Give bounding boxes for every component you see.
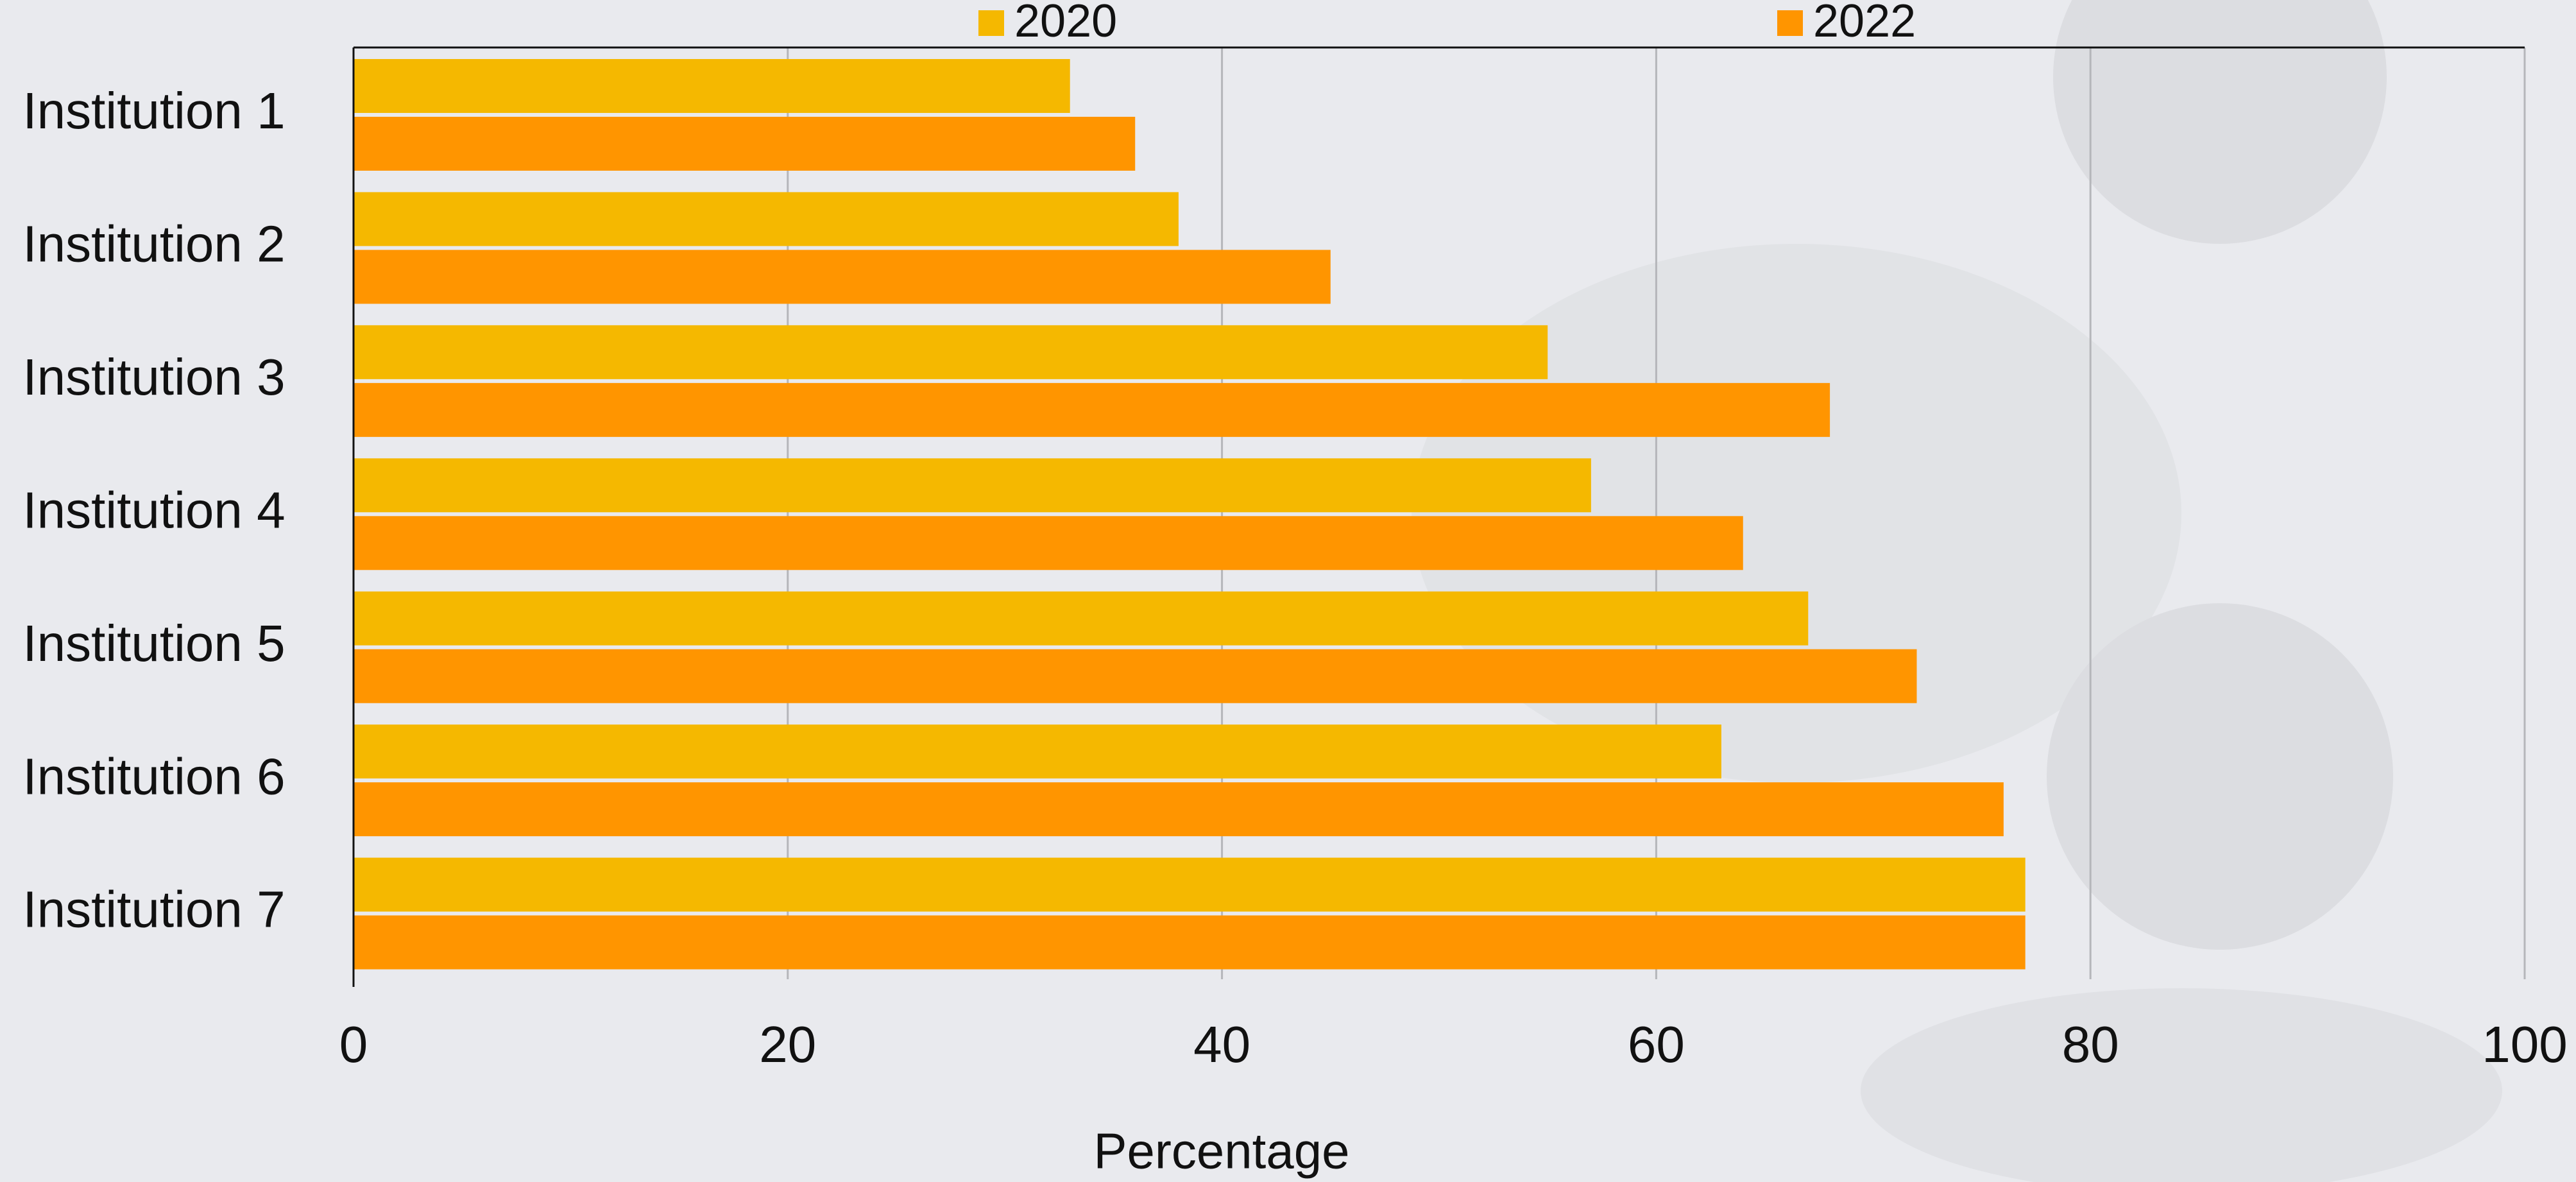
bar <box>354 649 1917 703</box>
bar <box>354 59 1070 113</box>
y-tick-label: Institution 1 <box>22 82 285 139</box>
x-tick-label: 80 <box>2062 1016 2119 1073</box>
y-tick-label: Institution 4 <box>22 481 285 538</box>
bar <box>354 591 1809 646</box>
y-tick-label: Institution 2 <box>22 216 285 273</box>
bar <box>354 782 2004 837</box>
y-tick-label: Institution 7 <box>22 881 285 938</box>
bar <box>354 325 1548 379</box>
bar <box>354 915 2026 970</box>
bar <box>354 250 1331 304</box>
y-tick-label: Institution 5 <box>22 615 285 672</box>
y-tick-label: Institution 6 <box>22 748 285 805</box>
x-tick-label: 0 <box>339 1016 368 1073</box>
bar <box>354 724 1721 779</box>
y-tick-label: Institution 3 <box>22 348 285 406</box>
legend-swatch <box>978 10 1004 36</box>
legend-label: 2020 <box>1014 0 1117 47</box>
x-tick-label: 20 <box>759 1016 816 1073</box>
x-tick-label: 60 <box>1628 1016 1685 1073</box>
bar <box>354 192 1179 246</box>
x-tick-label: 100 <box>2482 1016 2567 1073</box>
bar <box>354 857 2026 912</box>
bar <box>354 382 1830 437</box>
x-tick-label: 40 <box>1193 1016 1250 1073</box>
bar <box>354 516 1743 570</box>
watermark <box>1412 0 2502 1182</box>
bar <box>354 458 1591 513</box>
legend-swatch <box>1777 10 1803 36</box>
legend-label: 2022 <box>1813 0 1916 47</box>
bar <box>354 117 1136 171</box>
x-axis-label: Percentage <box>1094 1123 1350 1179</box>
